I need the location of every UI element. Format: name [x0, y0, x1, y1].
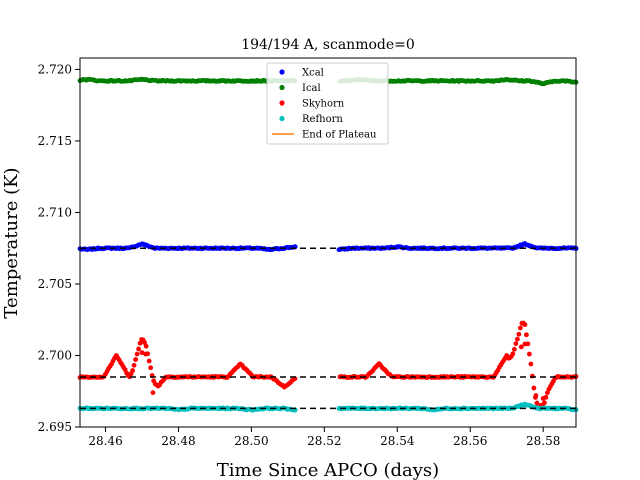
data-point-skyhorn: [137, 340, 143, 346]
legend-marker: [279, 100, 285, 106]
data-point-skyhorn: [143, 343, 149, 349]
data-point-refhorn: [84, 406, 90, 411]
data-point-skyhorn: [517, 325, 523, 331]
data-point-skyhorn: [281, 384, 287, 390]
data-point-skyhorn: [514, 336, 520, 342]
legend-marker: [279, 84, 285, 91]
data-point-skyhorn: [143, 351, 149, 357]
data-point-xcal: [84, 247, 90, 253]
data-point-skyhorn: [511, 346, 517, 352]
data-point-skyhorn: [533, 393, 539, 398]
data-point-refhorn: [336, 406, 342, 411]
data-point-skyhorn: [518, 344, 524, 350]
data-point-skyhorn: [540, 395, 546, 401]
data-point-skyhorn: [528, 361, 534, 367]
data-point-ical: [84, 77, 90, 82]
data-point-skyhorn: [146, 358, 152, 364]
data-point-skyhorn: [238, 361, 243, 367]
data-point-ical: [540, 81, 546, 87]
y-tick-label: 2.715: [38, 134, 72, 148]
x-axis-ticks: 28.46 28.48 28.50 28.52 28.54 28.56 28.58: [88, 427, 560, 448]
data-point-skyhorn: [139, 350, 145, 356]
plot-frame: [79, 57, 577, 428]
data-point-skyhorn: [524, 332, 529, 338]
data-point-ical: [212, 78, 218, 84]
data-point-skyhorn: [142, 340, 148, 345]
legend-label: End of Plateau: [302, 130, 377, 141]
x-tick-label: 28.54: [380, 434, 415, 448]
data-point-skyhorn: [131, 362, 137, 368]
chart-title: 194/194 A, scanmode=0: [241, 37, 415, 53]
data-point-skyhorn: [133, 357, 139, 362]
data-point-skyhorn: [542, 400, 547, 406]
data-point-skyhorn: [530, 373, 535, 379]
data-point-skyhorn: [545, 390, 550, 396]
data-point-refhorn: [522, 401, 528, 407]
y-tick-label: 2.700: [38, 348, 72, 362]
data-point-skyhorn: [134, 351, 140, 357]
data-point-skyhorn: [513, 341, 519, 347]
data-point-skyhorn: [150, 390, 156, 396]
data-point-skyhorn: [136, 346, 142, 352]
x-tick-label: 28.56: [453, 434, 487, 448]
data-point-skyhorn: [516, 331, 522, 337]
data-point-skyhorn: [130, 368, 136, 373]
legend-label: Skyhorn: [302, 99, 345, 110]
x-axis-title: Time Since APCO (days): [217, 460, 439, 480]
legend-label: Refhorn: [302, 114, 343, 125]
legend-marker: [279, 69, 285, 75]
data-point-skyhorn: [114, 353, 119, 358]
data-point-skyhorn: [522, 322, 528, 328]
data-point-xcal: [139, 241, 145, 247]
data-point-skyhorn: [148, 365, 154, 371]
y-tick-label: 2.705: [38, 277, 72, 291]
data-point-ical: [431, 78, 437, 84]
data-point-skyhorn: [527, 351, 532, 357]
legend-label: Ical: [302, 83, 321, 94]
y-axis-title: Temperature (K): [1, 167, 22, 318]
data-point-xcal: [522, 241, 528, 247]
legend-label: Xcal: [302, 68, 324, 79]
x-tick-label: 28.52: [307, 434, 341, 448]
data-point-skyhorn: [510, 351, 516, 357]
x-tick-label: 28.46: [88, 434, 122, 448]
data-point-refhorn: [176, 407, 181, 413]
y-tick-label: 2.695: [38, 420, 72, 434]
y-tick-label: 2.710: [38, 205, 72, 219]
data-point-ical: [139, 77, 145, 82]
x-tick-label: 28.50: [234, 434, 268, 448]
data-point-skyhorn: [522, 341, 528, 347]
data-point-skyhorn: [376, 361, 382, 367]
data-point-skyhorn: [531, 385, 537, 391]
y-axis-ticks: 2.695 2.700 2.705 2.710 2.715 2.720: [38, 62, 80, 434]
legend-marker: [279, 115, 285, 122]
data-point-ical: [504, 77, 510, 82]
x-tick-label: 28.48: [161, 434, 195, 448]
data-point-xcal: [394, 244, 400, 250]
data-point-skyhorn: [504, 353, 510, 358]
legend: Xcal Ical Skyhorn Refhorn End of Plateau: [266, 62, 389, 145]
y-tick-label: 2.720: [38, 62, 72, 76]
dashed-reference-lines: [80, 247, 576, 410]
x-tick-label: 28.58: [526, 434, 560, 448]
legend-box: [266, 62, 389, 145]
